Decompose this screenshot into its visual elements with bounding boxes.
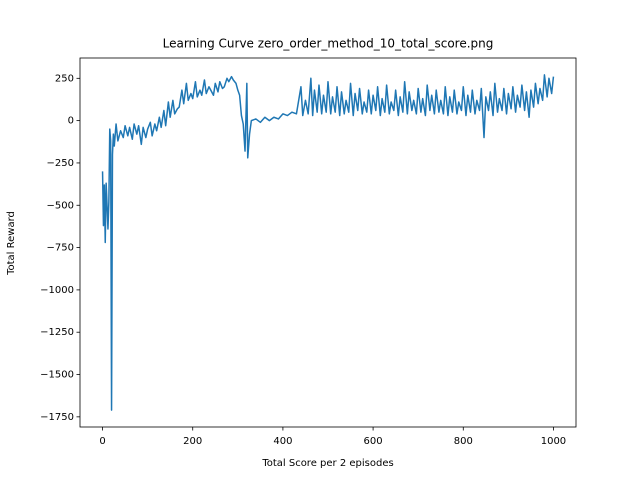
x-tick-label: 0 (99, 436, 105, 447)
x-tick-label: 600 (364, 436, 383, 447)
y-tick-label: −250 (47, 158, 74, 169)
y-tick-label: −1750 (40, 412, 74, 423)
y-tick-label: −1250 (40, 327, 74, 338)
chart-title: Learning Curve zero_order_method_10_tota… (163, 37, 494, 51)
plot-frame (79, 57, 577, 428)
y-tick-label: −1000 (40, 285, 74, 296)
data-line (101, 74, 555, 411)
y-tick-label: −750 (47, 243, 74, 254)
x-axis-label: Total Score per 2 episodes (261, 458, 393, 469)
y-tick-label: 250 (55, 73, 74, 84)
y-tick-label: −500 (47, 200, 74, 211)
x-tick-label: 1000 (541, 436, 566, 447)
x-tick-label: 800 (454, 436, 473, 447)
x-tick-label: 200 (183, 436, 202, 447)
x-tick-label: 400 (273, 436, 292, 447)
y-tick-label: 0 (68, 116, 74, 127)
y-axis-label: Total Reward (6, 211, 17, 276)
y-tick-label: −1500 (40, 370, 74, 381)
